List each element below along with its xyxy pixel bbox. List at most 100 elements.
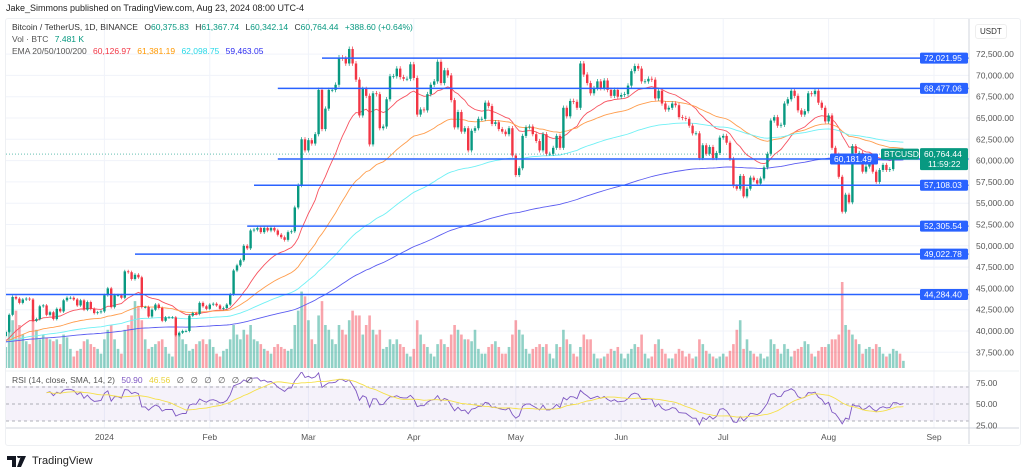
- volume-bar: [813, 356, 817, 368]
- price-tick-label: 40,000.00: [976, 326, 1014, 336]
- candle-body: [212, 303, 215, 305]
- rsi-empty-3: ∅: [204, 375, 212, 385]
- footer-brand: TradingView: [32, 455, 93, 467]
- volume-bar: [483, 353, 487, 368]
- candle-body: [395, 68, 398, 77]
- volume-bar: [701, 344, 705, 368]
- volume-bar: [446, 346, 450, 368]
- candle-body: [820, 102, 823, 108]
- volume-bar: [708, 353, 711, 368]
- volume-bar: [392, 344, 395, 368]
- candle-body: [86, 302, 89, 310]
- volume-bar: [164, 346, 167, 368]
- currency-button[interactable]: USDT: [975, 24, 1007, 39]
- candle-body: [477, 118, 480, 129]
- candle-body: [813, 90, 817, 95]
- candle-body: [552, 147, 555, 154]
- candle-body: [365, 89, 368, 96]
- candle-body: [660, 90, 664, 104]
- candle-body: [269, 227, 273, 231]
- volume-bar: [657, 339, 660, 368]
- candle-body: [817, 90, 820, 103]
- time-tick-label: Aug: [821, 432, 836, 442]
- tradingview-footer[interactable]: TradingView: [7, 455, 93, 467]
- candle-body: [351, 48, 354, 64]
- candle-body: [531, 126, 534, 135]
- price-tick-label: 65,000.00: [976, 113, 1014, 123]
- candle-body: [562, 107, 565, 148]
- symbol-title: Bitcoin / TetherUS, 1D, BINANCE: [12, 22, 138, 32]
- candle-body: [847, 194, 851, 203]
- candle-body: [579, 63, 582, 108]
- candle-body: [657, 90, 660, 99]
- volume-bar: [205, 344, 208, 368]
- candle-body: [480, 118, 483, 120]
- volume-bar: [745, 339, 749, 368]
- price-tick-label: 55,000.00: [976, 198, 1014, 208]
- volume-bar: [99, 353, 103, 368]
- time-tick-label: Jul: [718, 432, 729, 442]
- volume-bar: [181, 339, 184, 368]
- volume-bar: [157, 341, 161, 368]
- volume-bar: [633, 344, 637, 368]
- volume-bar: [715, 358, 718, 368]
- candle-body: [606, 80, 609, 90]
- volume-bar: [409, 356, 412, 368]
- candle-body: [892, 151, 895, 170]
- candle-body: [793, 90, 796, 96]
- candle-body: [392, 76, 395, 78]
- level-lines: [6, 57, 969, 296]
- candle-body: [48, 312, 52, 315]
- volume-bar: [48, 339, 52, 368]
- candle-body: [786, 99, 789, 104]
- volume-bar: [208, 339, 212, 368]
- candle-body: [762, 167, 766, 179]
- candle-body: [42, 305, 45, 307]
- volume-bar: [881, 353, 885, 368]
- candle-body: [433, 81, 436, 85]
- candle-body: [14, 296, 18, 299]
- candle-body: [467, 128, 470, 151]
- open-label: O: [144, 22, 151, 32]
- volume-bar: [52, 341, 55, 368]
- candle-body: [575, 101, 579, 108]
- price-tick-label: 42,500.00: [976, 305, 1014, 315]
- time-tick-label: Mar: [301, 432, 316, 442]
- candle-body: [334, 84, 337, 90]
- candle-body: [484, 102, 487, 119]
- symbol-legend: Bitcoin / TetherUS, 1D, BINANCE O60,375.…: [12, 22, 417, 32]
- volume-bar: [885, 356, 888, 368]
- volume-bar: [800, 346, 803, 368]
- price-tick-label: 52,500.00: [976, 220, 1014, 230]
- volume-bar: [453, 325, 456, 368]
- candle-body: [494, 122, 497, 124]
- volume-bar: [806, 344, 810, 368]
- candle-body: [344, 58, 347, 64]
- volume-bar: [460, 334, 463, 368]
- volume-bar: [789, 356, 793, 368]
- volume-bar: [412, 348, 416, 368]
- candle-body: [222, 307, 225, 309]
- volume-bar: [109, 325, 113, 368]
- volume-bar: [545, 344, 548, 368]
- candle-body: [694, 133, 698, 135]
- volume-bar: [562, 329, 565, 368]
- volume-bar: [623, 358, 626, 368]
- volume-bar: [303, 296, 307, 368]
- volume-bar: [742, 348, 745, 368]
- volume-bar: [31, 315, 35, 368]
- volume-bar: [443, 344, 446, 368]
- volume-bar: [55, 339, 59, 368]
- volume-bar: [691, 358, 694, 368]
- volume-bar: [18, 325, 21, 368]
- candle-body: [99, 311, 103, 313]
- candle-body: [545, 134, 548, 154]
- candle-body: [504, 131, 507, 135]
- grid: [6, 19, 969, 428]
- candle-body: [164, 317, 167, 321]
- volume-bar: [776, 348, 779, 368]
- volume-bar: [235, 334, 239, 368]
- price-tick-label: 70,000.00: [976, 70, 1014, 80]
- volume-bar: [337, 325, 341, 368]
